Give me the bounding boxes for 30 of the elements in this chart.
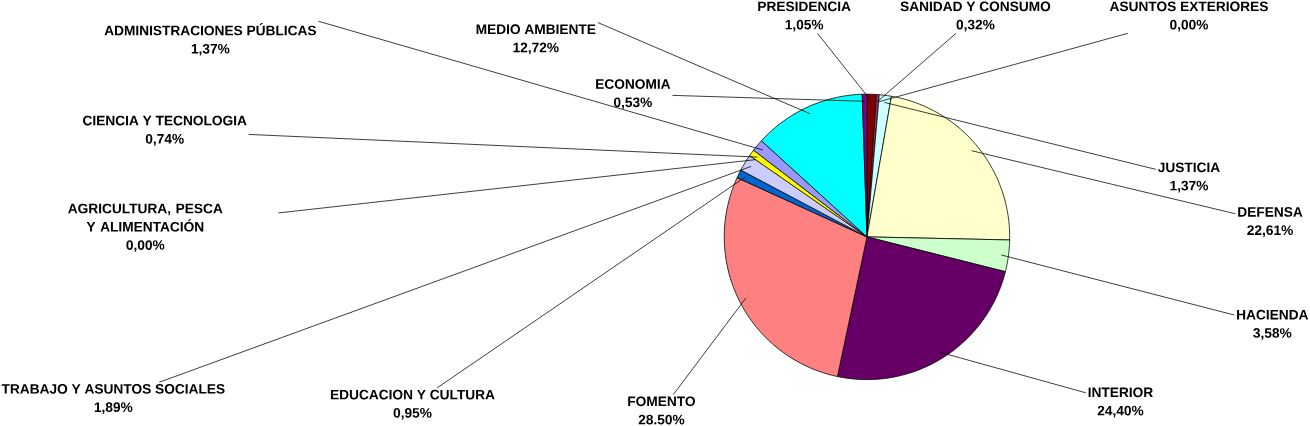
slice-label: SANIDAD Y CONSUMO — [900, 1, 1051, 12]
text: 0,00% — [1170, 19, 1209, 32]
data-label: 3,58% — [1253, 328, 1292, 340]
slice-label: FOMENTO — [628, 396, 695, 407]
category-label: AGRICULTURA, PESCA Y ALIMENTACIÓN — [68, 203, 223, 232]
slice-label: EDUCACION Y CULTURA — [330, 389, 495, 400]
data-label: 0,74% — [145, 133, 184, 146]
data-label: 22,61% — [1247, 225, 1293, 238]
data-label: 1,89% — [94, 402, 133, 415]
slice-label: INTERIOR — [1088, 387, 1153, 398]
slice-label: ADMINISTRACIONES PÚBLICAS — [104, 23, 317, 36]
slice-label: HACIENDA — [1237, 309, 1309, 320]
data-label: 1,37% — [1170, 180, 1209, 193]
data-label: 0,95% — [393, 408, 432, 420]
slice-label: JUSTICIA — [1157, 162, 1220, 173]
slice-label: DEFENSA — [1238, 207, 1303, 217]
slice-label: PRESIDENCIA — [758, 1, 851, 12]
data-label: 28.50% — [638, 414, 685, 425]
category-label: ASUNTOS EXTERIORES — [1109, 1, 1268, 12]
data-label: 1,05% — [785, 19, 824, 32]
slice-label: CIENCIA Y TECNOLOGIA — [83, 115, 247, 126]
data-label: 24,40% — [1097, 405, 1144, 418]
slice-label: TRABAJO Y ASUNTOS SOCIALES — [1, 384, 225, 394]
slice-label: MEDIO AMBIENTE — [476, 24, 596, 35]
slice-label: ECONOMIA — [596, 79, 671, 89]
data-label: 0,53% — [614, 97, 652, 110]
text: 0,00% — [126, 240, 165, 252]
data-label: 1,37% — [191, 43, 230, 56]
data-label: 12,72% — [513, 42, 559, 55]
data-label: 0,32% — [956, 19, 995, 32]
